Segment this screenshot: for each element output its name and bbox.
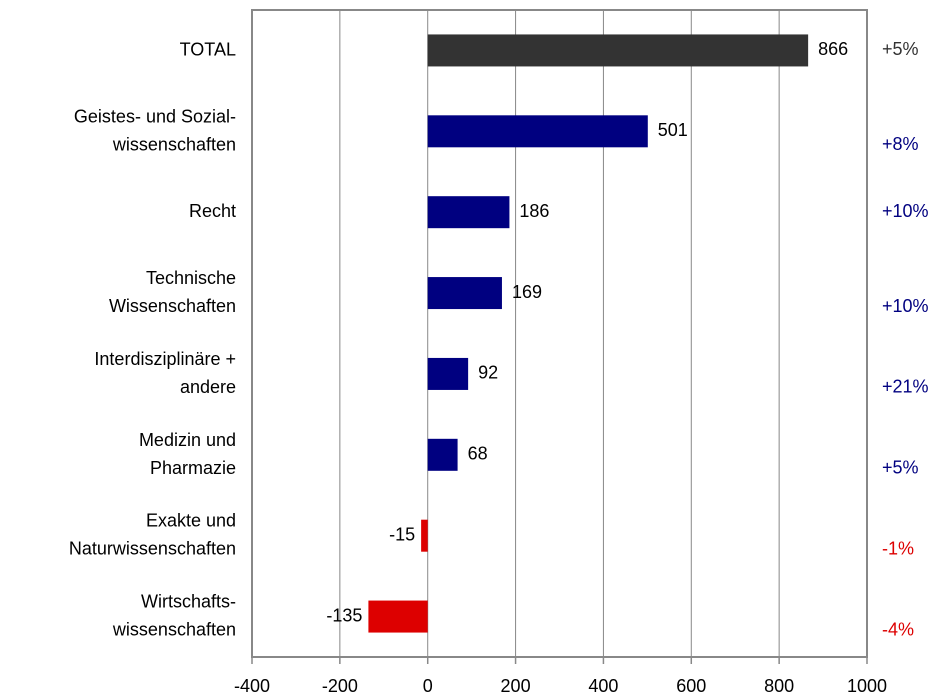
- bar: [421, 519, 428, 552]
- x-tick-label: 400: [588, 676, 618, 696]
- bar: [368, 600, 428, 633]
- value-label: 92: [478, 363, 498, 383]
- x-tick-label: 0: [423, 676, 433, 696]
- change-label: +5%: [882, 458, 919, 478]
- plot-border: [251, 9, 868, 658]
- value-label: -135: [326, 605, 362, 625]
- value-label: 186: [519, 201, 549, 221]
- value-label: 866: [818, 39, 848, 59]
- change-label: +5%: [882, 39, 919, 59]
- change-label: -4%: [882, 619, 914, 639]
- x-tick-label: -200: [322, 676, 358, 696]
- bar: [427, 196, 510, 229]
- y-tick-label: Geistes- und Sozial-wissenschaften: [74, 106, 236, 154]
- y-tick-label: Interdisziplinäre + andere: [94, 349, 236, 397]
- y-tick-label: Wirtschafts-wissenschaften: [112, 591, 236, 639]
- x-tick-label: 800: [764, 676, 794, 696]
- y-tick-label: Exakte und Naturwissenschaften: [69, 510, 236, 558]
- bar: [427, 277, 502, 310]
- x-tick-label: 600: [676, 676, 706, 696]
- x-tick-label: -400: [234, 676, 270, 696]
- value-label: 169: [512, 282, 542, 302]
- change-label: +10%: [882, 201, 929, 221]
- change-label: +10%: [882, 296, 929, 316]
- value-label: -15: [389, 524, 415, 544]
- change-label: +21%: [882, 377, 929, 397]
- bar: [427, 34, 809, 67]
- value-label: 68: [468, 444, 488, 464]
- bar: [427, 115, 648, 148]
- change-label: +8%: [882, 134, 919, 154]
- value-label: 501: [658, 120, 688, 140]
- bar: [427, 438, 458, 471]
- y-tick-label: Medizin und Pharmazie: [139, 430, 236, 478]
- y-tick-label: Technische Wissenschaften: [109, 268, 236, 316]
- y-tick-label: Recht: [189, 201, 236, 221]
- change-label: -1%: [882, 538, 914, 558]
- x-tick-label: 1000: [847, 676, 887, 696]
- y-tick-label: TOTAL: [180, 39, 236, 59]
- bar: [427, 357, 469, 390]
- x-tick-label: 200: [501, 676, 531, 696]
